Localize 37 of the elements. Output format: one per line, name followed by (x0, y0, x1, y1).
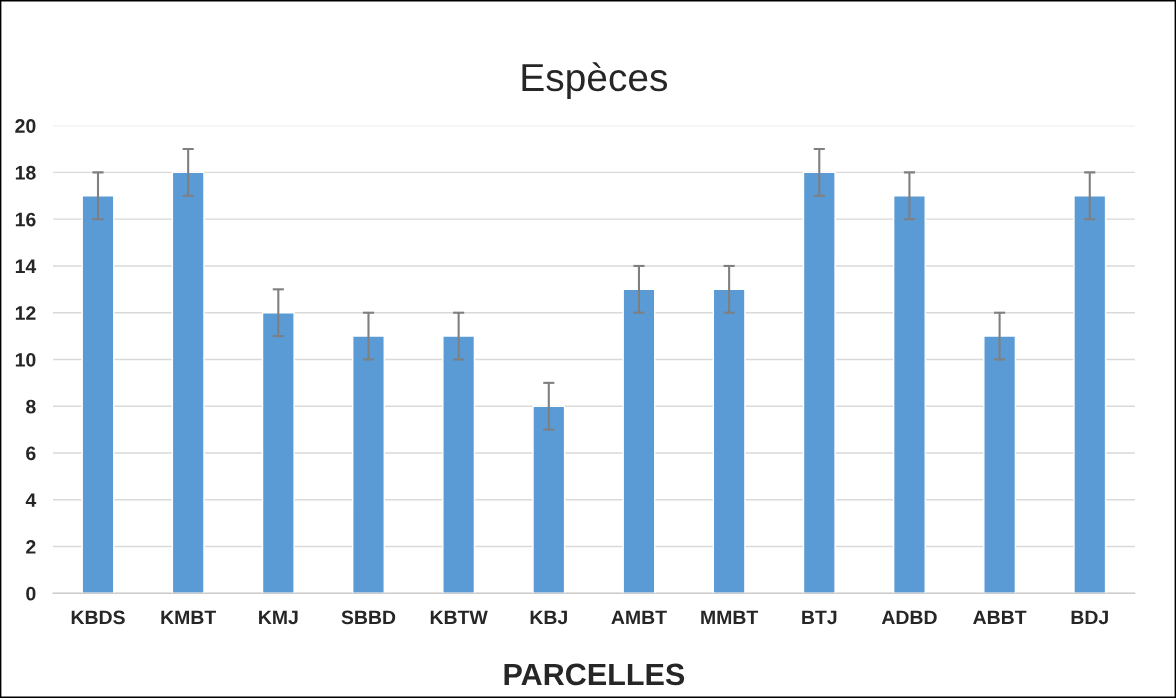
bar (983, 335, 1017, 594)
y-tick-label: 20 (15, 119, 36, 133)
y-tick-label: 18 (15, 165, 36, 180)
bar (261, 312, 295, 594)
bar (712, 288, 746, 594)
bar (1073, 195, 1107, 594)
x-tick-label: MMBT (701, 610, 759, 625)
x-tick-label: KBJ (530, 610, 567, 625)
x-tick-label: BTJ (802, 610, 837, 625)
x-tick-label: BDJ (1071, 610, 1108, 625)
x-tick-label: ABBT (973, 610, 1027, 625)
x-axis-title: PARCELLES (504, 663, 685, 686)
y-tick-label: 4 (25, 493, 37, 507)
y-tick-label: 6 (26, 446, 36, 461)
bar (442, 335, 476, 594)
y-tick-label: 16 (15, 212, 36, 227)
chart-title: Espèces (522, 62, 668, 99)
y-tick-label: 14 (15, 259, 37, 273)
x-tick-label: KBDS (71, 610, 125, 625)
y-tick-label: 10 (15, 352, 36, 367)
bar (171, 171, 205, 594)
y-tick-label: 0 (26, 586, 36, 601)
bar (892, 195, 926, 594)
bar (352, 335, 385, 594)
bar (622, 288, 656, 594)
bar (532, 405, 566, 594)
bar (802, 171, 836, 594)
x-tick-label: ADBD (881, 610, 937, 625)
y-tick-label: 8 (26, 399, 36, 414)
y-tick-label: 12 (15, 306, 36, 320)
bar (81, 195, 115, 594)
x-tick-label: KMBT (161, 610, 217, 625)
x-tick-label: KBTW (430, 610, 488, 625)
x-tick-label: AMBT (611, 610, 667, 625)
x-tick-label: KMJ (259, 610, 298, 625)
y-tick-label: 2 (26, 540, 36, 554)
x-tick-label: SBBD (341, 610, 396, 625)
